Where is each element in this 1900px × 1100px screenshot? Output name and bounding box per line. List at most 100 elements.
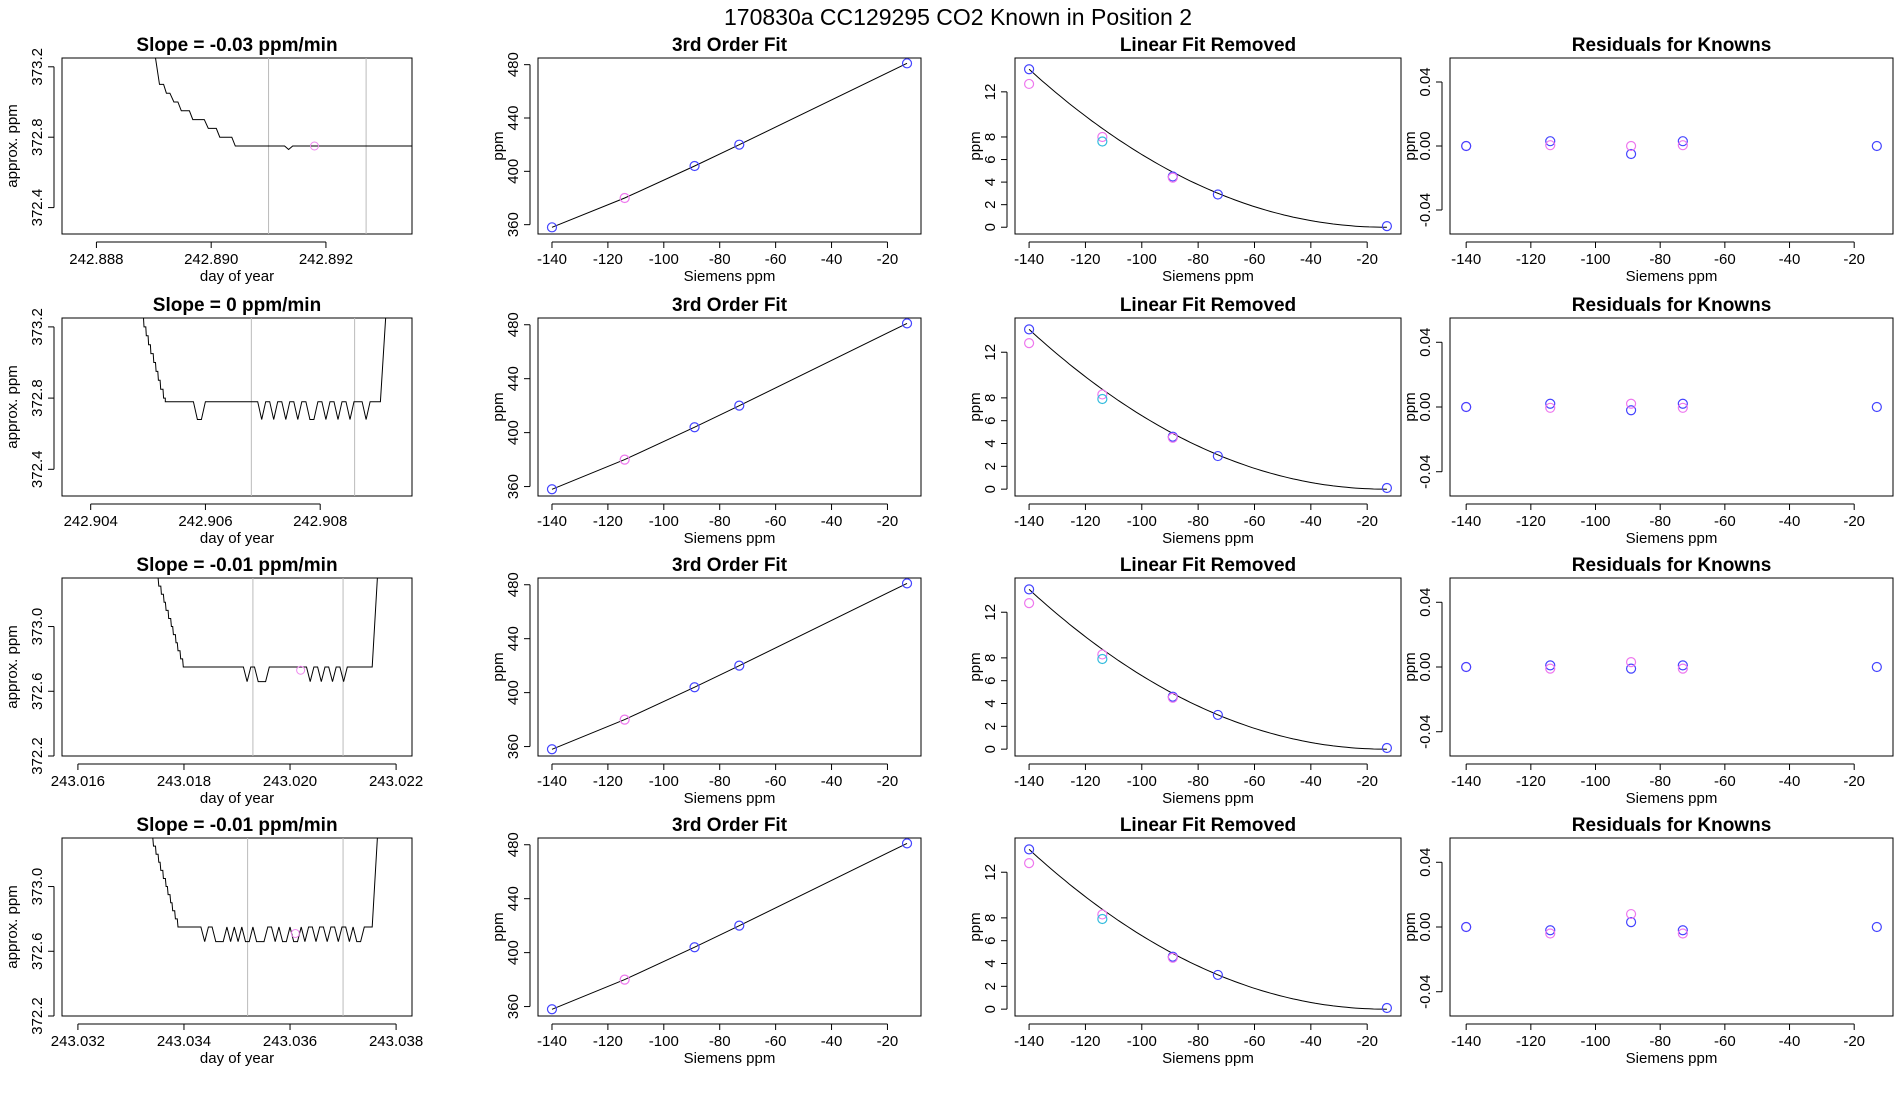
panel-title: Linear Fit Removed bbox=[1120, 295, 1296, 316]
plot-area bbox=[1461, 136, 1882, 160]
series-line bbox=[141, 318, 387, 420]
panel-title: 3rd Order Fit bbox=[672, 815, 788, 836]
x-tick-label: -100 bbox=[1580, 251, 1610, 268]
data-point bbox=[1097, 131, 1108, 143]
y-tick-label: 372.4 bbox=[29, 451, 46, 489]
data-point bbox=[1461, 140, 1472, 152]
x-tick-label: -140 bbox=[1451, 251, 1481, 268]
x-tick-label: -140 bbox=[1014, 773, 1044, 790]
y-axis-label: ppm bbox=[490, 131, 507, 160]
plot-area bbox=[546, 58, 913, 233]
data-point bbox=[1871, 921, 1882, 933]
data-point bbox=[1023, 78, 1035, 90]
x-tick-label: -80 bbox=[1649, 513, 1671, 530]
data-point bbox=[1625, 657, 1637, 668]
x-tick-label: 242.890 bbox=[184, 251, 238, 268]
data-point bbox=[296, 665, 306, 675]
x-tick-label: -20 bbox=[1356, 513, 1378, 530]
panel-fit-row-1: 3rd Order Fit -140 -120 -100 -80 -60 -40 -20 Sie… bbox=[490, 295, 922, 547]
x-tick-label: -100 bbox=[649, 773, 679, 790]
x-tick-label: -60 bbox=[765, 1033, 787, 1050]
data-point bbox=[1871, 661, 1882, 673]
x-tick-label: -80 bbox=[1187, 251, 1209, 268]
x-tick-label: -140 bbox=[1451, 513, 1481, 530]
y-tick-label: 0.00 bbox=[1417, 652, 1434, 681]
x-tick-label: -60 bbox=[1244, 773, 1266, 790]
y-tick-label: 0.04 bbox=[1417, 848, 1434, 877]
x-axis-label: day of year bbox=[200, 530, 274, 547]
y-tick-label: 372.8 bbox=[29, 118, 46, 156]
panel-resid-row-2: Residuals for Knowns -140 -120 -100 -80 -60 -4… bbox=[1402, 555, 1894, 807]
data-point bbox=[1677, 398, 1688, 409]
x-tick-label: -80 bbox=[1649, 773, 1671, 790]
x-tick-label: 242.906 bbox=[178, 513, 232, 530]
x-tick-label: -80 bbox=[1187, 1033, 1209, 1050]
data-point bbox=[1625, 398, 1637, 409]
data-point bbox=[1097, 649, 1108, 660]
plot-area bbox=[1023, 844, 1393, 1014]
data-point bbox=[689, 682, 700, 693]
x-axis-label: day of year bbox=[200, 1050, 274, 1067]
x-tick-label: -120 bbox=[1516, 251, 1546, 268]
x-tick-label: -60 bbox=[765, 773, 787, 790]
x-tick-label: -40 bbox=[821, 1033, 843, 1050]
x-tick-label: -80 bbox=[1649, 251, 1671, 268]
data-point bbox=[1625, 405, 1637, 416]
plot-frame bbox=[1014, 837, 1402, 1017]
x-tick-label: -40 bbox=[1779, 1033, 1801, 1050]
x-tick-label: -100 bbox=[649, 251, 679, 268]
data-point bbox=[1381, 1002, 1393, 1014]
x-tick-label: -80 bbox=[1187, 513, 1209, 530]
y-axis-label: approx. ppm bbox=[4, 365, 21, 448]
x-tick-label: -120 bbox=[1070, 251, 1100, 268]
plot-frame bbox=[537, 317, 922, 497]
x-tick-label: -40 bbox=[821, 513, 843, 530]
y-tick-label: 8 bbox=[982, 914, 999, 922]
x-tick-label: 243.020 bbox=[263, 773, 317, 790]
y-tick-label: 2 bbox=[982, 462, 999, 470]
x-tick-label: -40 bbox=[1779, 513, 1801, 530]
x-tick-label: 243.018 bbox=[157, 773, 211, 790]
data-point bbox=[1167, 692, 1178, 703]
x-tick-label: -60 bbox=[1714, 251, 1736, 268]
data-point bbox=[901, 58, 913, 69]
data-point bbox=[1545, 928, 1556, 939]
x-tick-label: -140 bbox=[537, 1033, 567, 1050]
x-tick-label: -80 bbox=[1649, 1033, 1671, 1050]
panel-fit-row-3: 3rd Order Fit -140 -120 -100 -80 -60 -40 -20 Sie… bbox=[490, 815, 922, 1067]
panel-linfit-row-3: Linear Fit Removed -140 -120 -100 -80 -60 -40 -… bbox=[967, 815, 1402, 1067]
y-tick-label: 2 bbox=[982, 982, 999, 990]
data-point bbox=[1212, 969, 1223, 981]
data-point bbox=[901, 318, 913, 329]
x-tick-label: 242.892 bbox=[299, 251, 353, 268]
y-tick-label: 440 bbox=[505, 626, 522, 651]
y-tick-label: -0.04 bbox=[1417, 193, 1434, 227]
y-tick-label: 372.6 bbox=[29, 672, 46, 710]
plot-frame bbox=[537, 837, 922, 1017]
data-point bbox=[901, 838, 913, 849]
series-line bbox=[155, 58, 412, 151]
y-tick-label: 4 bbox=[982, 699, 999, 707]
y-tick-label: 480 bbox=[505, 312, 522, 337]
data-point bbox=[1097, 913, 1108, 925]
x-tick-label: 243.016 bbox=[51, 773, 105, 790]
x-axis-label: Siemens ppm bbox=[1626, 790, 1718, 807]
x-tick-label: -40 bbox=[1300, 513, 1322, 530]
plot-area bbox=[151, 838, 378, 1016]
fit-line bbox=[551, 582, 908, 750]
x-tick-label: -100 bbox=[1127, 1033, 1157, 1050]
data-point bbox=[1625, 917, 1637, 928]
panel-fit-row-0: 3rd Order Fit -140 -120 -100 -80 -60 -40 -20 Sie… bbox=[490, 35, 922, 285]
x-tick-label: -40 bbox=[1300, 1033, 1322, 1050]
x-axis-label: day of year bbox=[200, 268, 274, 285]
fit-curve bbox=[1028, 589, 1387, 750]
x-tick-label: -20 bbox=[1843, 251, 1865, 268]
data-point bbox=[1871, 401, 1882, 413]
plot-frame bbox=[1014, 577, 1402, 757]
x-tick-label: -40 bbox=[1779, 251, 1801, 268]
data-point bbox=[1023, 584, 1035, 595]
y-tick-label: 6 bbox=[982, 677, 999, 685]
x-tick-label: -60 bbox=[1244, 251, 1266, 268]
x-tick-label: -40 bbox=[821, 251, 843, 268]
